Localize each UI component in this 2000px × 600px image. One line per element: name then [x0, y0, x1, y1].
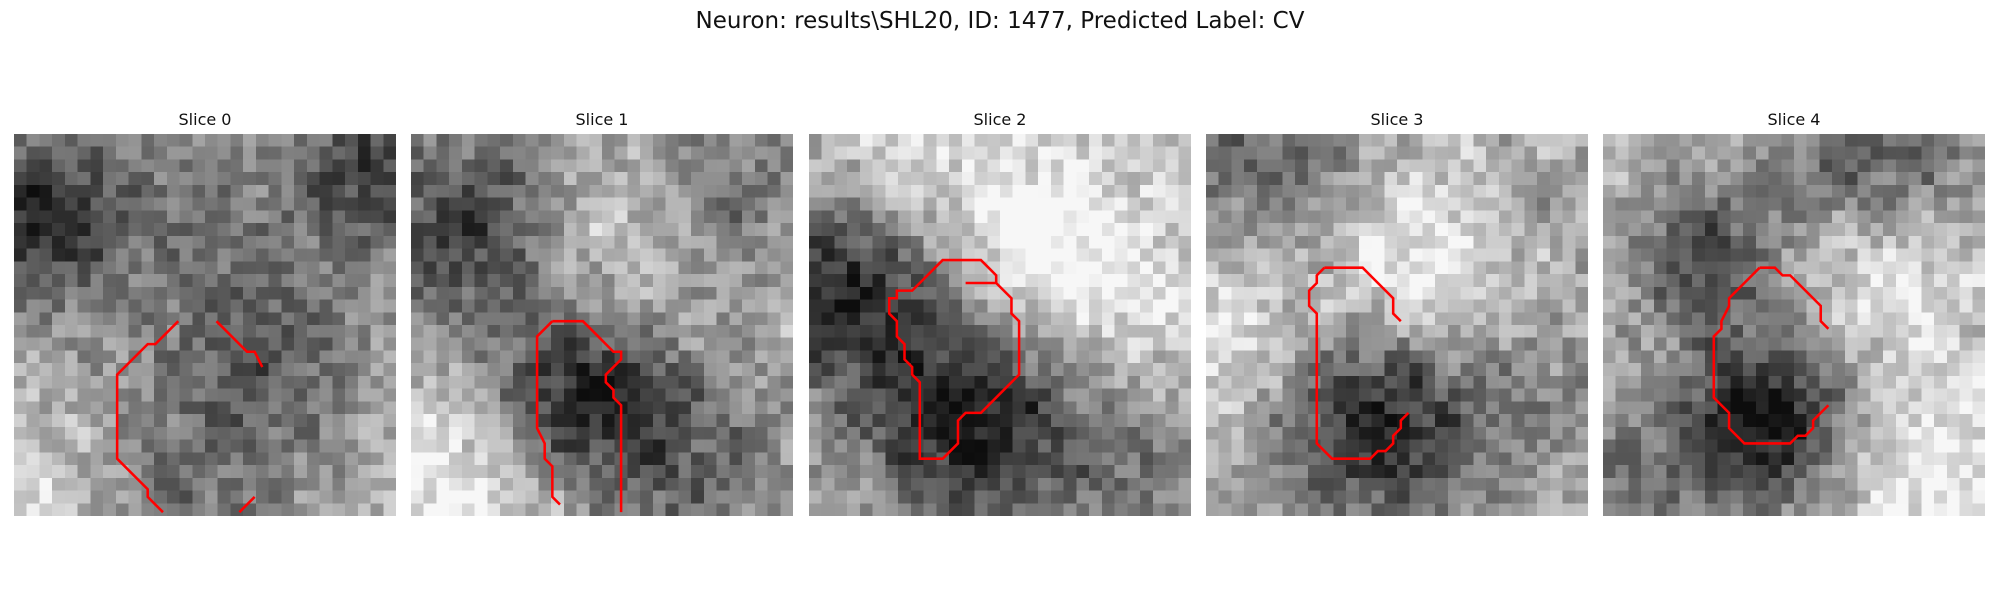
- segmentation-contour: [1324, 266, 1402, 323]
- slice-image-4: [1603, 134, 1985, 516]
- segmentation-contour: [535, 320, 561, 506]
- slice-image-3: [1206, 134, 1588, 516]
- segmentation-contour: [1712, 266, 1830, 445]
- segmentation-contour: [552, 319, 623, 513]
- slice-title: Slice 0: [178, 110, 232, 129]
- slice-panel-1: Slice 1: [411, 108, 793, 516]
- slice-image-0: [14, 134, 396, 516]
- slice-image-1: [411, 134, 793, 516]
- slice-title: Slice 3: [1370, 110, 1424, 129]
- slice-title: Slice 2: [973, 110, 1027, 129]
- slice-panel-3: Slice 3: [1206, 108, 1588, 516]
- slice-image-2: [809, 134, 1191, 516]
- slice-panel-4: Slice 4: [1603, 108, 1985, 516]
- segmentation-contour: [238, 495, 256, 514]
- figure-title: Neuron: results\SHL20, ID: 1477, Predict…: [695, 8, 1305, 34]
- slice-title: Slice 1: [575, 110, 629, 129]
- slice-panel-0: Slice 0: [14, 108, 396, 516]
- slice-panel-2: Slice 2: [809, 108, 1191, 516]
- segmentation-contour: [1307, 266, 1410, 460]
- segmentation-contour: [215, 320, 264, 368]
- segmentation-contour: [1759, 266, 1830, 330]
- segmentation-contour: [115, 320, 180, 514]
- slice-title: Slice 4: [1767, 110, 1821, 129]
- segmentation-contour: [887, 258, 1021, 460]
